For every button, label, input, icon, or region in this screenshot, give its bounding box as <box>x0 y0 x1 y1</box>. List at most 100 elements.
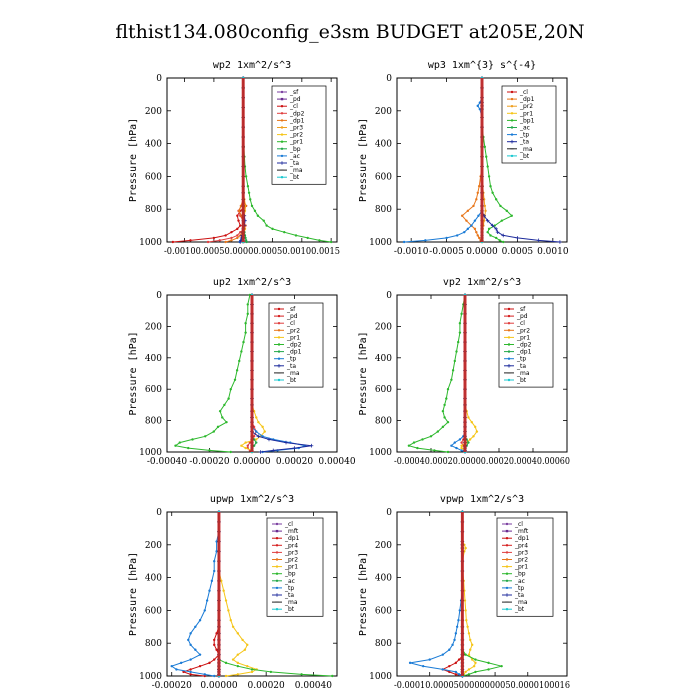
data-point <box>246 303 249 306</box>
legend-marker <box>275 522 279 526</box>
legend-label: _ta <box>519 139 529 146</box>
legend-marker <box>507 314 511 318</box>
series-line <box>461 512 477 677</box>
legend-marker <box>275 544 279 547</box>
legend-marker <box>510 97 514 101</box>
data-point <box>433 449 436 452</box>
data-point <box>218 239 221 242</box>
data-point <box>402 240 406 244</box>
data-point <box>189 239 192 242</box>
y-tick-label: 600 <box>145 606 162 616</box>
data-point <box>487 227 491 231</box>
legend-label: _pr1 <box>514 564 528 571</box>
data-point <box>441 425 445 429</box>
legend-marker <box>275 565 279 568</box>
legend-entry: _pr3 <box>277 125 303 132</box>
data-point <box>261 425 264 429</box>
data-point <box>487 661 490 665</box>
data-point <box>170 664 173 668</box>
data-point <box>248 293 252 297</box>
data-point <box>225 420 228 424</box>
data-point <box>457 673 461 676</box>
legend-label: _ma <box>514 599 528 606</box>
legend-marker <box>510 90 514 94</box>
data-point <box>252 438 256 441</box>
legend-label: _sf <box>286 306 296 313</box>
data-point <box>443 403 446 407</box>
data-point <box>222 589 225 592</box>
data-point <box>451 643 454 647</box>
y-tick-label: 400 <box>145 354 162 364</box>
legend-marker <box>277 357 281 360</box>
y-tick-label: 200 <box>145 322 162 332</box>
data-point <box>453 638 456 642</box>
panel-2: wp3 1xm^{3} s^{-4} Pressure [hPa] 0 200 400 6… <box>358 60 569 257</box>
legend-label: _bt <box>514 606 525 613</box>
legend-entry: _sf <box>504 306 526 313</box>
legend-label: _pr1 <box>289 139 303 146</box>
panel-5: upwp 1xm^2/s^3 Pressure [hPa] 0 200 400 600 80… <box>128 494 338 691</box>
legend-entry: _dp2 <box>274 342 302 349</box>
x-tick-label: -0.00020 <box>189 457 230 467</box>
data-point <box>205 599 209 602</box>
data-point <box>460 444 463 447</box>
legend-label: _ta <box>514 592 524 599</box>
data-point <box>536 238 541 243</box>
legend-label: _pr2 <box>514 557 528 564</box>
legend-marker <box>510 119 514 122</box>
y-tick-label: 800 <box>375 639 392 649</box>
data-point <box>203 673 206 676</box>
legend-label: _pd <box>289 96 301 103</box>
data-point <box>231 625 235 628</box>
data-point <box>229 619 232 622</box>
legend-marker <box>277 322 281 325</box>
data-point <box>467 653 471 656</box>
legend: _cl_mft_dp1_pr4_pr3_pr2_pr1_bp_ac_tp_ta_… <box>496 517 554 617</box>
legend-marker <box>505 572 509 575</box>
data-point <box>189 670 192 674</box>
data-point <box>215 550 218 553</box>
data-point <box>451 369 455 372</box>
legend: _sf_pd_cl_pr2_pr1_dp2_dp1_tp_ta_ma_bt <box>498 302 554 388</box>
legend-label: _ac <box>289 153 300 160</box>
legend-label: _pr1 <box>286 334 300 341</box>
y-axis-label: Pressure [hPa] <box>358 552 369 636</box>
data-point <box>485 218 490 223</box>
legend-entry: _bp <box>502 571 526 578</box>
plot-frame <box>396 511 568 677</box>
legend-marker <box>507 378 511 382</box>
data-point <box>470 643 474 647</box>
panel-3: up2 1xm^2/s^3 Pressure [hPa] 0 200 400 600 800… <box>128 277 356 467</box>
data-point <box>198 664 202 668</box>
data-point <box>499 204 502 208</box>
legend-label: _ma <box>284 599 298 606</box>
y-axis-label: Pressure [hPa] <box>128 331 139 415</box>
legend-label: _tp <box>514 585 524 592</box>
legend-label: _pr4 <box>284 542 298 549</box>
series-dp1 <box>181 510 221 678</box>
y-tick-label: 200 <box>145 541 162 551</box>
data-point <box>229 450 232 454</box>
data-point <box>255 430 258 433</box>
data-point <box>489 185 492 188</box>
data-point <box>475 430 479 433</box>
data-point <box>457 658 461 661</box>
data-point <box>233 378 237 381</box>
legend-entry: _pr1 <box>504 334 530 341</box>
legend-label: _dp1 <box>516 349 532 356</box>
legend-marker <box>275 558 279 561</box>
data-point <box>421 664 425 668</box>
legend-marker <box>510 133 514 136</box>
panel-6: vpwp 1xm^2/s^3 Pressure [hPa] 0 200 400 600 80… <box>358 494 570 691</box>
legend-marker <box>507 329 511 332</box>
data-point <box>221 416 224 419</box>
data-point <box>244 441 247 444</box>
data-point <box>236 632 240 635</box>
data-point <box>238 240 243 244</box>
legend-label: _dp1 <box>514 535 530 542</box>
legend-label: _ta <box>289 160 299 167</box>
legend-entry: _ta <box>502 592 524 599</box>
data-point <box>178 441 181 444</box>
legend-marker <box>275 586 279 590</box>
